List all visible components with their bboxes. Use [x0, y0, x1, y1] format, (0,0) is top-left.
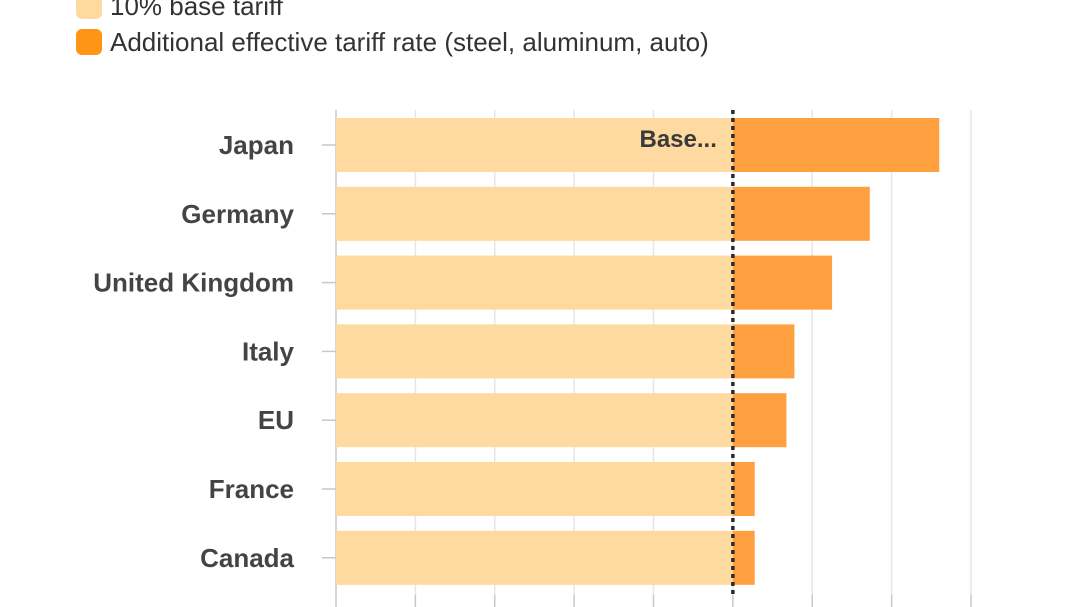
bar-additional-tariff[interactable] — [732, 118, 940, 172]
bar-additional-tariff[interactable] — [732, 255, 833, 310]
legend-label-base: 10% base tariff — [110, 0, 283, 21]
bar-base-tariff[interactable] — [336, 393, 733, 448]
category-label: United Kingdom — [93, 268, 294, 298]
category-label: Italy — [242, 336, 295, 366]
bar-additional-tariff[interactable] — [732, 186, 870, 241]
category-label: Canada — [200, 543, 294, 573]
category-label: France — [209, 474, 294, 504]
bar-base-tariff[interactable] — [336, 255, 733, 310]
category-label: Japan — [219, 130, 294, 160]
legend-item-additional[interactable]: Additional effective tariff rate (steel,… — [76, 24, 709, 60]
bar-base-tariff[interactable] — [336, 462, 733, 516]
bar-additional-tariff[interactable] — [732, 530, 755, 585]
legend-item-base[interactable]: 10% base tariff — [76, 0, 709, 24]
bar-base-tariff[interactable] — [336, 324, 733, 379]
bar-additional-tariff[interactable] — [732, 393, 787, 448]
legend: 10% base tariff Additional effective tar… — [76, 0, 709, 60]
legend-label-additional: Additional effective tariff rate (steel,… — [110, 26, 709, 57]
legend-swatch-additional — [76, 29, 102, 55]
bar-base-tariff[interactable] — [336, 530, 733, 585]
category-label: Germany — [181, 199, 294, 229]
category-label: EU — [258, 405, 294, 435]
legend-swatch-base — [76, 0, 102, 19]
reference-annotation: Base... — [639, 126, 716, 153]
bar-additional-tariff[interactable] — [732, 462, 755, 516]
bar-additional-tariff[interactable] — [732, 324, 795, 379]
bar-base-tariff[interactable] — [336, 118, 733, 172]
bar-base-tariff[interactable] — [336, 186, 733, 241]
